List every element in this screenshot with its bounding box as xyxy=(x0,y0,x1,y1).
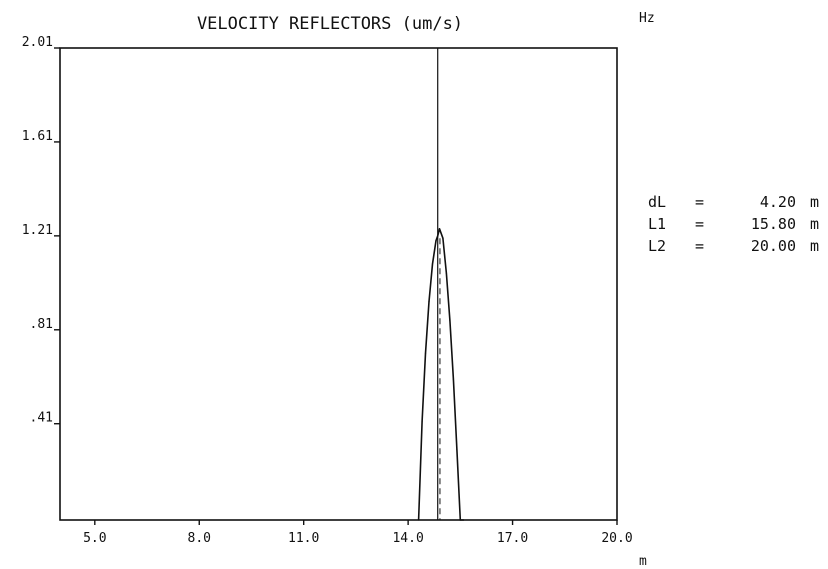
y-axis-ticks: .41 .81 1.21 1.61 2.01 xyxy=(22,35,60,426)
series-point-0-9 xyxy=(445,272,448,275)
series-point-0-10 xyxy=(449,319,451,321)
y-tick-label-4: 2.01 xyxy=(22,35,53,50)
series-point-0-6 xyxy=(437,235,439,237)
param-eq-2: = xyxy=(695,237,704,255)
y-tick-label-1: .81 xyxy=(30,317,53,332)
param-name-2: L2 xyxy=(648,237,666,255)
corner-unit-label: Hz xyxy=(639,11,655,26)
param-value-1: 15.80 xyxy=(751,215,796,233)
series-point-0-14 xyxy=(463,519,465,521)
param-value-2: 20.00 xyxy=(751,237,796,255)
x-axis-ticks: 5.0 8.0 11.0 14.0 17.0 20.0 xyxy=(83,520,633,546)
series-point-0-13 xyxy=(459,519,461,521)
series-point-0-0 xyxy=(417,519,420,521)
x-tick-label-2: 11.0 xyxy=(288,531,319,546)
series-layer xyxy=(417,228,465,521)
series-point-0-12 xyxy=(456,448,458,451)
x-tick-label-3: 14.0 xyxy=(392,531,423,546)
y-tick-label-2: 1.21 xyxy=(22,223,53,238)
x-tick-label-0: 5.0 xyxy=(83,531,106,546)
series-point-0-1 xyxy=(421,420,423,422)
x-axis-unit-label: m xyxy=(639,554,647,569)
series-point-0-11 xyxy=(452,378,454,380)
param-unit-0: m xyxy=(810,193,819,211)
x-tick-label-4: 17.0 xyxy=(497,531,528,546)
param-eq-1: = xyxy=(695,215,704,233)
series-line-0 xyxy=(417,228,464,521)
y-tick-label-0: .41 xyxy=(30,411,53,426)
x-tick-label-5: 20.0 xyxy=(601,531,632,546)
plot-frame xyxy=(59,47,618,521)
series-point-0-5 xyxy=(435,239,437,242)
y-tick-label-3: 1.61 xyxy=(22,129,53,144)
marker-lines xyxy=(437,48,441,520)
param-name-0: dL xyxy=(648,193,666,211)
param-unit-2: m xyxy=(810,237,819,255)
param-unit-1: m xyxy=(810,215,819,233)
series-point-0-4 xyxy=(431,263,434,265)
param-value-0: 4.20 xyxy=(760,193,796,211)
series-point-0-8 xyxy=(442,237,444,239)
param-eq-0: = xyxy=(695,193,704,211)
parameter-readout: dL = 4.20 m L1 = 15.80 m L2 = 20.00 m xyxy=(648,193,819,255)
chart-title: VELOCITY REFLECTORS (um/s) xyxy=(197,14,463,34)
series-point-0-2 xyxy=(424,352,427,354)
series-point-0-3 xyxy=(428,301,430,303)
series-point-0-7 xyxy=(438,228,441,230)
param-name-1: L1 xyxy=(648,215,666,233)
x-tick-label-1: 8.0 xyxy=(188,531,211,546)
